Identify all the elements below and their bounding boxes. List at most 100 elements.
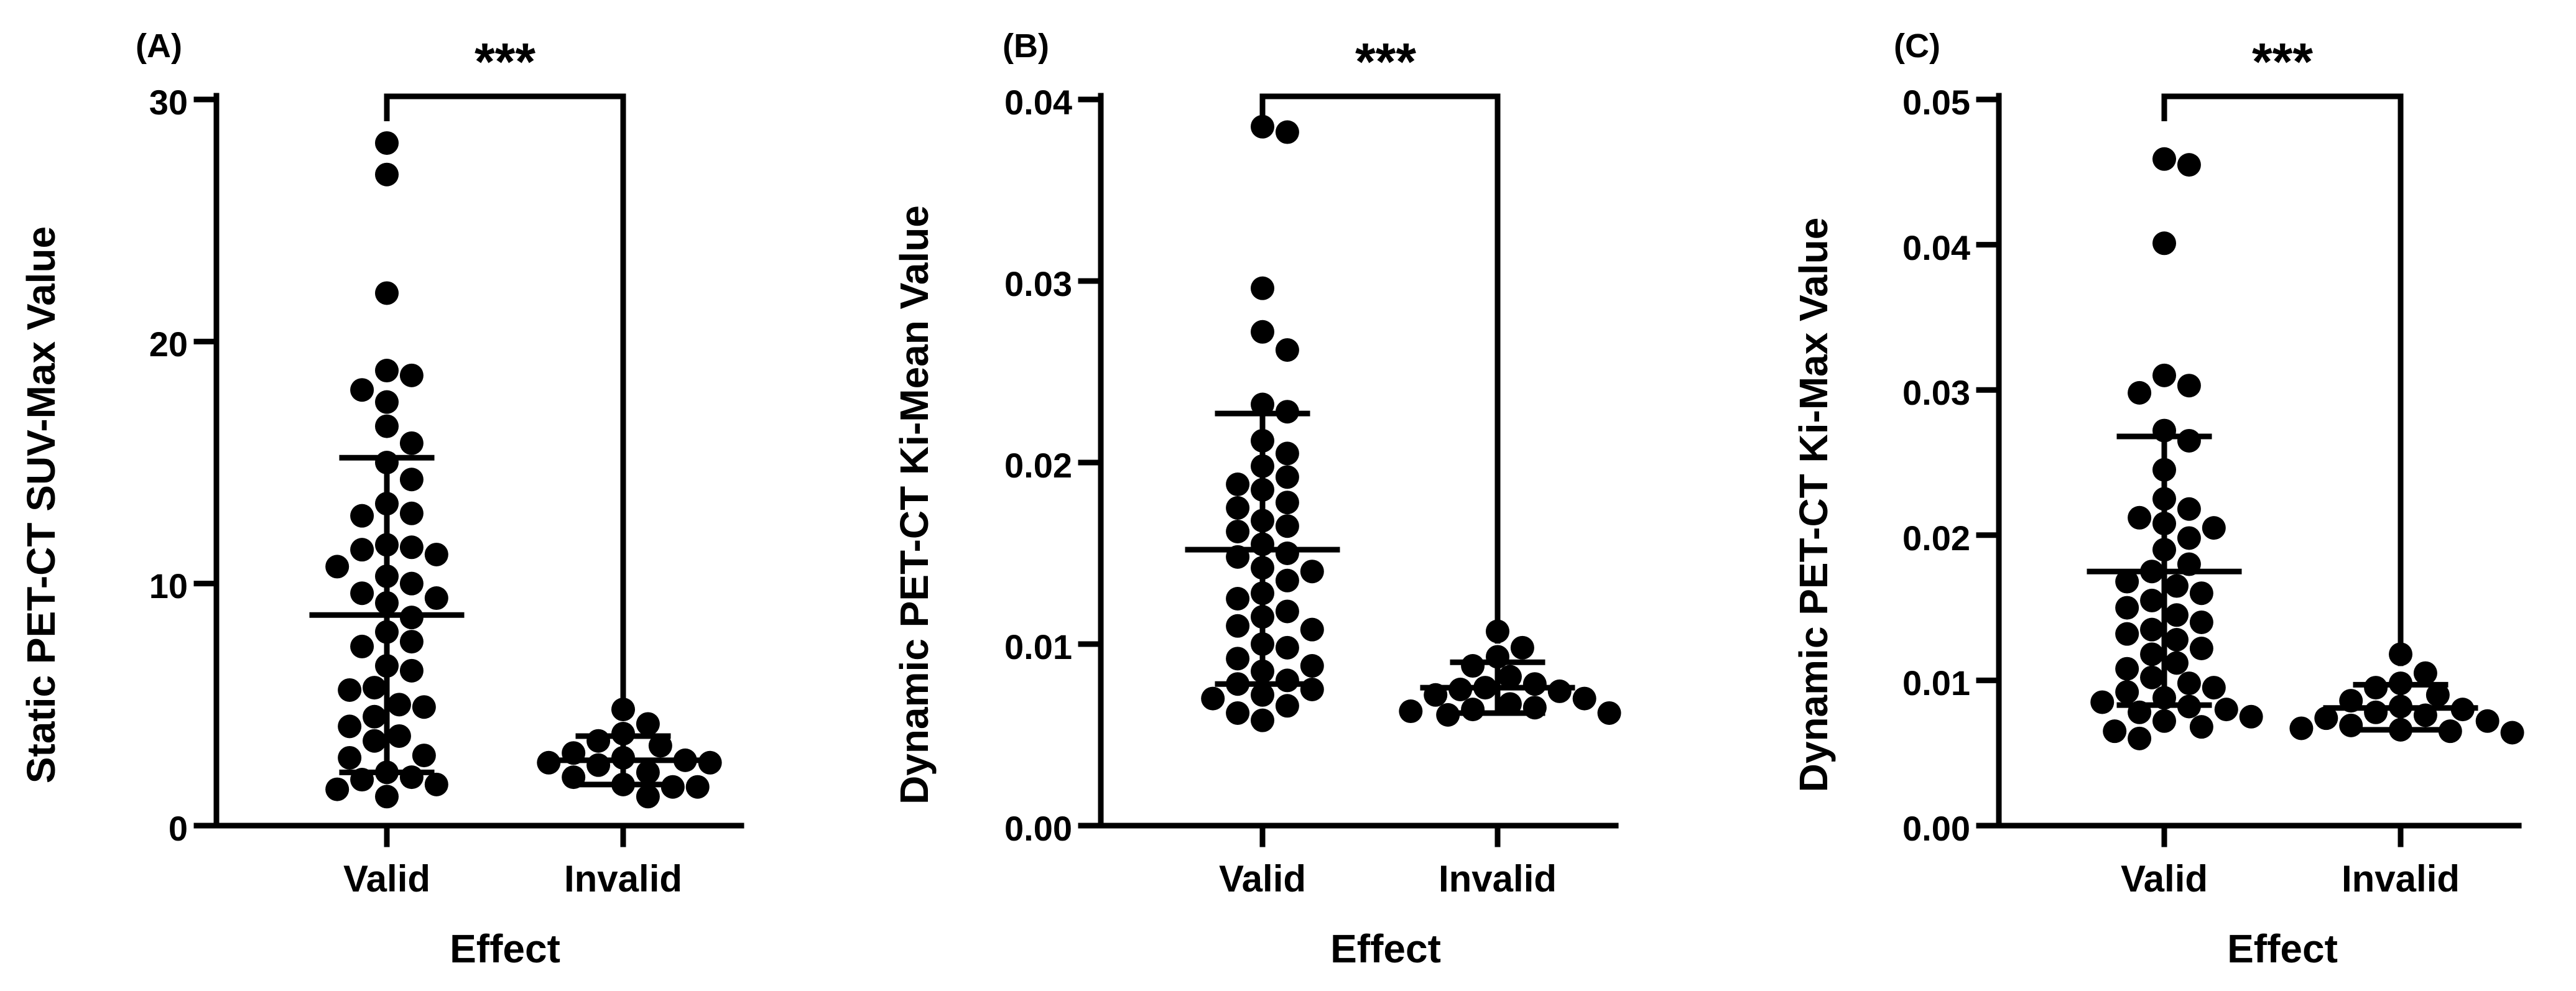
- panel-a-point-valid: [399, 363, 424, 387]
- panel-a-point-valid: [399, 431, 424, 455]
- panel-c-point-valid: [2164, 574, 2189, 598]
- panel-b-point-valid: [1251, 320, 1274, 344]
- panel-c-point-invalid: [2500, 721, 2524, 745]
- panel-a-significance: ***: [475, 32, 535, 91]
- panel-a-point-valid: [363, 704, 387, 729]
- panel-b-point-valid: [1226, 519, 1250, 543]
- panel-c: (C) *** Dynamic PET-CT Ki-Max Value Effe…: [1791, 27, 2524, 971]
- panel-b-point-valid: [1275, 694, 1299, 718]
- panel-c-point-valid: [2202, 676, 2226, 700]
- panel-b-point-invalid: [1436, 703, 1460, 727]
- panel-b-category-valid: Valid: [1219, 858, 1306, 900]
- panel-c-point-valid: [2128, 380, 2152, 405]
- panel-c-point-valid: [2177, 374, 2201, 398]
- panel-a-point-valid: [363, 729, 387, 753]
- panel-a-category-invalid: Invalid: [564, 858, 682, 900]
- panel-c-ytick-label: 0.03: [1902, 373, 1970, 412]
- panel-c-label: (C): [1894, 27, 1940, 65]
- panel-b-ytick-label: 0.00: [1004, 809, 1072, 848]
- panel-c-point-valid: [2140, 642, 2164, 666]
- panel-c-plot: [1976, 93, 2524, 847]
- panel-c-point-valid: [2164, 603, 2189, 627]
- panel-c-significance: ***: [2252, 32, 2313, 91]
- panel-b-category-invalid: Invalid: [1439, 858, 1557, 900]
- panel-a-point-valid: [412, 695, 436, 719]
- panel-b-point-valid: [1226, 587, 1250, 611]
- panel-b-ytick-label: 0.03: [1004, 264, 1072, 303]
- panel-c-significance-bracket: [2161, 93, 2404, 666]
- panel-b-point-valid: [1275, 542, 1299, 565]
- panel-c-point-valid: [2115, 596, 2139, 620]
- panel-b-point-invalid: [1597, 701, 1621, 725]
- panel-a-point-valid: [375, 281, 399, 305]
- panel-a-point-invalid: [660, 775, 685, 799]
- panel-b-x-axis-title: Effect: [1330, 926, 1441, 971]
- panel-a-point-invalid: [586, 753, 611, 777]
- panel-a-point-valid: [363, 676, 387, 700]
- panel-a-point-valid: [399, 765, 424, 790]
- panel-c-category-valid: Valid: [2121, 858, 2208, 900]
- panel-c-point-invalid: [2314, 706, 2338, 731]
- panel-c-point-invalid: [2438, 719, 2462, 744]
- panel-b-point-valid: [1275, 599, 1299, 624]
- panel-b-point-valid: [1251, 114, 1274, 139]
- panel-a-ytick-label: 20: [149, 325, 188, 364]
- panel-b-point-valid: [1275, 491, 1299, 515]
- panel-c-ytick-label: 0.04: [1902, 228, 1970, 267]
- panel-a-point-invalid: [636, 712, 660, 736]
- panel-a-x-axis-title: Effect: [450, 926, 560, 971]
- panel-c-category-invalid: Invalid: [2342, 858, 2460, 900]
- panel-b-point-invalid: [1510, 635, 1534, 660]
- panel-c-point-valid: [2189, 715, 2213, 739]
- panel-c-point-valid: [2177, 671, 2201, 696]
- panel-a-y-axis-title: Static PET-CT SUV-Max Value: [19, 226, 63, 783]
- panel-b-point-invalid: [1522, 696, 1547, 720]
- panel-c-point-invalid: [2389, 642, 2412, 666]
- panel-c-point-valid: [2140, 617, 2164, 642]
- panel-a-point-valid: [350, 634, 374, 658]
- panel-a-point-valid: [375, 785, 399, 809]
- panel-c-point-valid: [2239, 704, 2263, 729]
- panel-c-point-valid: [2177, 497, 2201, 521]
- panel-a-point-invalid: [698, 750, 722, 775]
- panel-c-point-valid: [2189, 610, 2213, 634]
- panel-a-point-invalid: [685, 775, 710, 799]
- panel-c-ytick-label: 0.01: [1902, 663, 1970, 703]
- panel-c-point-valid: [2177, 428, 2201, 453]
- panel-c-point-valid: [2115, 622, 2139, 646]
- panel-b-point-invalid: [1572, 686, 1596, 711]
- panel-a-label: (A): [136, 27, 182, 65]
- panel-b-ytick-label: 0.01: [1004, 627, 1072, 666]
- panel-c-point-valid: [2189, 637, 2213, 661]
- panel-a-point-valid: [350, 378, 374, 402]
- panel-a-point-valid: [399, 501, 424, 525]
- panel-c-ytick-label: 0.05: [1902, 83, 1970, 122]
- panel-a-point-invalid: [586, 729, 611, 753]
- panel-c-point-invalid: [2339, 713, 2363, 737]
- panel-a-point-valid: [350, 538, 374, 562]
- panel-a-point-invalid: [648, 734, 672, 758]
- panel-b-point-valid: [1226, 472, 1250, 497]
- panel-c-point-valid: [2152, 363, 2176, 387]
- panel-c-point-valid: [2128, 505, 2152, 530]
- panel-c-tick-labels: 0.00 0.01 0.02 0.03 0.04 0.05: [1902, 83, 1970, 848]
- panel-c-point-valid: [2115, 569, 2139, 594]
- panel-a-point-valid: [387, 693, 411, 717]
- panel-a-point-valid: [399, 571, 424, 596]
- panel-a-point-valid: [338, 714, 362, 739]
- panel-b-point-invalid: [1547, 679, 1572, 703]
- panel-a-point-invalid: [636, 785, 660, 809]
- panel-c-point-valid: [2214, 698, 2238, 722]
- panel-b-point-valid: [1251, 683, 1274, 707]
- panel-a-ytick-label: 30: [149, 83, 188, 122]
- panel-a-point-valid: [325, 555, 350, 579]
- panel-a-ytick-label: 10: [149, 566, 188, 606]
- panel-c-ytick-label: 0.00: [1902, 809, 1970, 848]
- panel-b-point-valid: [1275, 668, 1299, 693]
- panel-c-x-axis-title: Effect: [2227, 926, 2338, 971]
- panel-a-point-valid: [338, 745, 362, 770]
- panel-b-point-invalid: [1522, 672, 1547, 696]
- panel-a-point-valid: [375, 162, 399, 187]
- panel-a-point-valid: [375, 390, 399, 414]
- panel-c-point-valid: [2152, 147, 2176, 171]
